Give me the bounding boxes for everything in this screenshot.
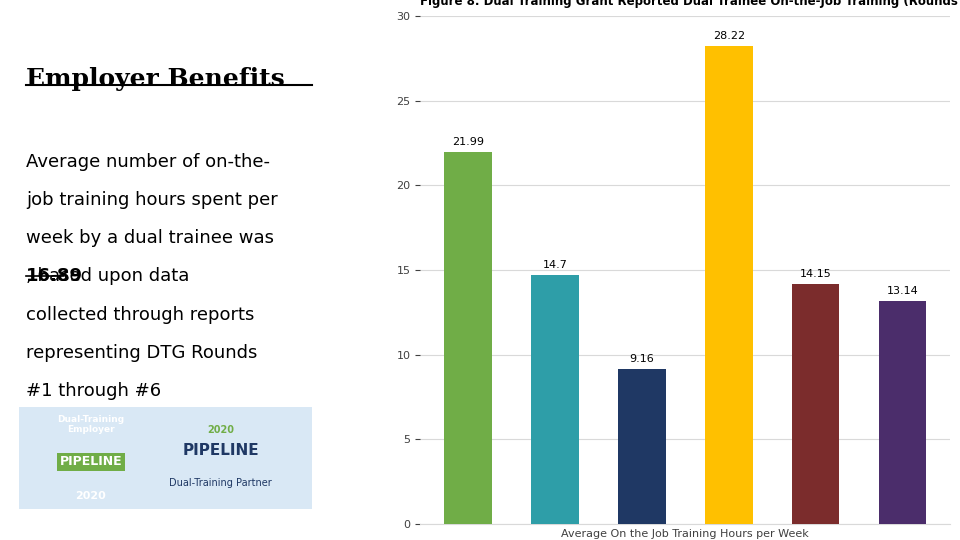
- X-axis label: Average On the Job Training Hours per Week: Average On the Job Training Hours per We…: [562, 529, 809, 539]
- Text: week by a dual trainee was: week by a dual trainee was: [26, 230, 274, 247]
- Text: 13.14: 13.14: [886, 286, 919, 296]
- Bar: [705, 46, 753, 524]
- Text: representing DTG Rounds: representing DTG Rounds: [26, 343, 257, 362]
- Bar: [618, 369, 665, 524]
- Text: 21.99: 21.99: [452, 137, 484, 147]
- Bar: [792, 285, 839, 524]
- Bar: [531, 275, 579, 524]
- Text: 2020: 2020: [207, 425, 234, 435]
- Text: Dual-Training Partner: Dual-Training Partner: [170, 478, 273, 488]
- Text: job training hours spent per: job training hours spent per: [26, 191, 277, 210]
- Text: 14.15: 14.15: [800, 269, 831, 279]
- Text: Figure 8. Dual Training Grant Reported Dual Trainee On-the-Job Training (Rounds : Figure 8. Dual Training Grant Reported D…: [420, 0, 960, 8]
- Text: PIPELINE: PIPELINE: [182, 443, 259, 457]
- Text: Employer Benefits: Employer Benefits: [26, 67, 284, 91]
- Text: 14.7: 14.7: [542, 260, 567, 270]
- Text: 9.16: 9.16: [630, 354, 654, 364]
- Text: , based upon data: , based upon data: [26, 267, 189, 286]
- Text: PIPELINE: PIPELINE: [60, 455, 122, 468]
- FancyBboxPatch shape: [19, 407, 312, 509]
- Text: 16.89: 16.89: [26, 267, 83, 286]
- Bar: [444, 152, 492, 524]
- Bar: [878, 301, 926, 524]
- Text: 28.22: 28.22: [712, 31, 745, 41]
- Text: 2020: 2020: [76, 491, 107, 501]
- Text: Dual-Training
Employer: Dual-Training Employer: [58, 415, 125, 434]
- Text: collected through reports: collected through reports: [26, 306, 254, 323]
- Text: Average number of on-the-: Average number of on-the-: [26, 153, 270, 171]
- Text: #1 through #6: #1 through #6: [26, 382, 161, 400]
